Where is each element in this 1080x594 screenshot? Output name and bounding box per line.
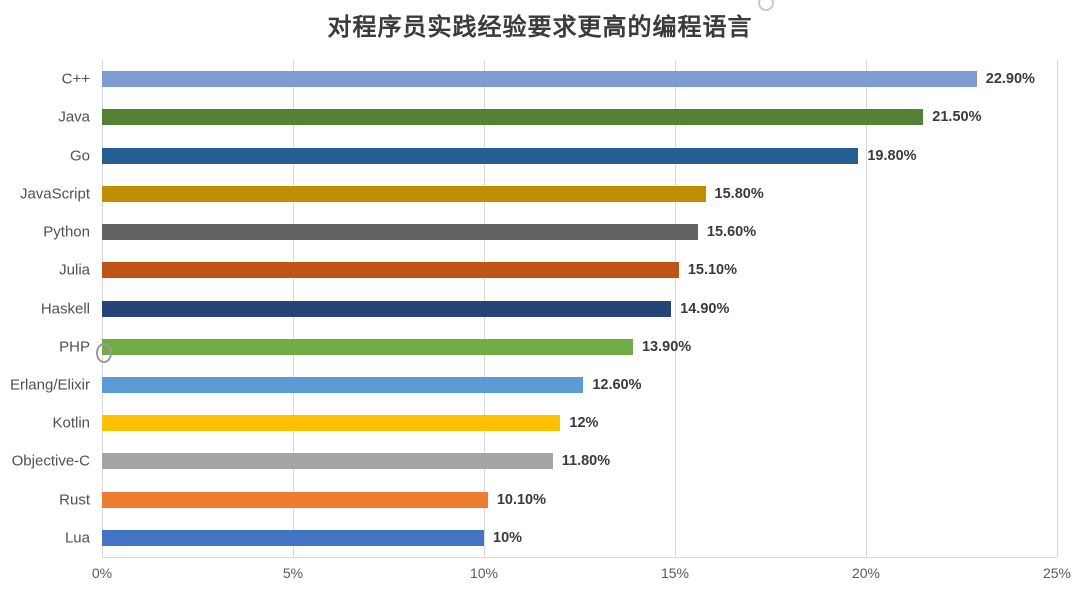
bar <box>102 71 977 88</box>
bar <box>102 453 553 470</box>
value-label: 15.10% <box>687 262 737 279</box>
chart-title: 对程序员实践经验要求更高的编程语言 <box>327 14 753 41</box>
x-axis: 0% 5% 10% 15% 20% 25% <box>92 563 1071 587</box>
category-label: Erlang/Elixir <box>9 376 90 394</box>
category-label: Python <box>43 223 90 241</box>
artifact-fragment-left <box>96 343 112 363</box>
category-label: C++ <box>61 70 90 88</box>
bar-row: JavaScript 15.80% <box>20 175 1057 213</box>
bar <box>102 376 584 393</box>
x-tick-label: 25% <box>1042 565 1072 581</box>
bar-row: Go 19.80% <box>70 136 1057 174</box>
value-label: 19.80% <box>867 147 917 164</box>
value-label: 10% <box>493 529 523 546</box>
value-label: 14.90% <box>680 300 730 317</box>
category-label: PHP <box>59 338 90 356</box>
bar <box>102 185 706 202</box>
x-tick-label: 15% <box>660 565 690 581</box>
bar <box>102 300 672 317</box>
category-label: Java <box>58 108 90 126</box>
bar-row: Objective-C 11.80% <box>12 442 1057 480</box>
category-label: Haskell <box>40 300 90 318</box>
value-label: 22.90% <box>985 71 1035 88</box>
bar <box>102 262 679 279</box>
category-label: Objective-C <box>11 452 90 470</box>
gridline <box>675 60 676 557</box>
bar <box>102 147 859 164</box>
bar-row: Lua 10% <box>65 519 1057 557</box>
plot-area: C++ 22.90% Java 21.50% Go 19.80% JavaScript 15.… <box>10 60 1058 558</box>
bar <box>102 491 488 508</box>
x-tick-label: 10% <box>469 565 499 581</box>
bar-row: C++ 22.90% <box>62 60 1057 98</box>
category-label: Go <box>69 147 90 165</box>
x-tick-label: 0% <box>91 565 113 581</box>
category-label: Lua <box>64 529 90 547</box>
bar <box>102 109 924 126</box>
bar-row: PHP 13.90% <box>59 328 1057 366</box>
value-label: 11.80% <box>561 453 611 470</box>
x-tick-label: 5% <box>282 565 304 581</box>
value-label: 13.90% <box>641 338 692 355</box>
category-label: JavaScript <box>19 185 90 203</box>
bar-row: Julia 15.10% <box>59 251 1057 289</box>
bar-row: Java 21.50% <box>58 98 1057 136</box>
bar-row: Erlang/Elixir 12.60% <box>10 366 1057 404</box>
bar <box>102 529 484 546</box>
artifact-circle-top <box>758 0 774 11</box>
bar <box>102 224 698 241</box>
value-label: 15.60% <box>706 224 757 241</box>
x-tick-label: 20% <box>851 565 881 581</box>
bar-row: Python 15.60% <box>43 213 1057 251</box>
bar <box>102 338 633 355</box>
category-label: Rust <box>59 491 90 509</box>
category-label: Julia <box>59 261 90 279</box>
value-label: 12% <box>569 415 599 432</box>
bar-row: Rust 10.10% <box>59 481 1057 519</box>
gridline <box>866 60 867 557</box>
bar-row: Kotlin 12% <box>52 404 1057 442</box>
bar-row: Haskell 14.90% <box>41 289 1057 327</box>
bar <box>102 415 561 432</box>
gridline <box>1057 60 1058 557</box>
bars: C++ 22.90% Java 21.50% Go 19.80% JavaScript 15.… <box>10 60 1057 557</box>
value-label: 15.80% <box>714 185 764 202</box>
value-label: 12.60% <box>592 376 642 393</box>
value-label: 21.50% <box>932 109 982 126</box>
category-label: Kotlin <box>52 414 90 432</box>
value-label: 10.10% <box>496 491 546 508</box>
